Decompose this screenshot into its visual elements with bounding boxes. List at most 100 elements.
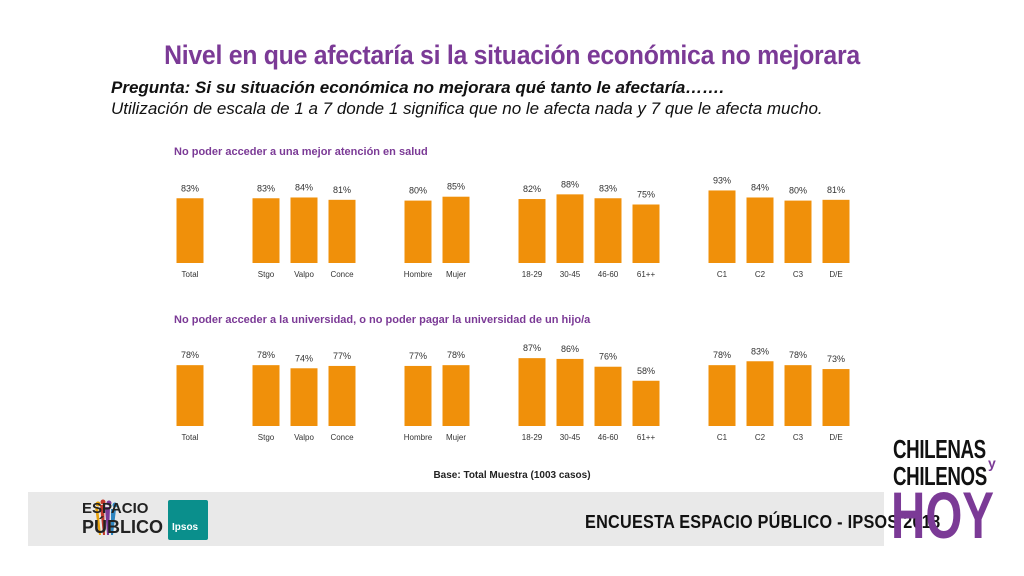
tick-label: 46-60 — [598, 270, 619, 279]
data-label: 78% — [181, 350, 199, 360]
bar-c1 — [708, 365, 736, 426]
tick-label: C1 — [717, 433, 728, 442]
data-label: 84% — [295, 182, 313, 192]
bar-total — [176, 198, 204, 263]
bar-d-e — [822, 369, 850, 426]
bar-30-45 — [556, 194, 584, 263]
data-label: 85% — [447, 182, 465, 192]
data-label: 76% — [599, 352, 617, 362]
tick-label: 30-45 — [560, 433, 581, 442]
tick-label: Conce — [330, 433, 354, 442]
tick-label: Conce — [330, 270, 354, 279]
bar-46-60 — [594, 198, 622, 263]
scale-note: Utilización de escala de 1 a 7 donde 1 s… — [111, 99, 823, 118]
tick-label: Hombre — [404, 270, 433, 279]
data-label: 58% — [637, 366, 655, 376]
data-label: 82% — [523, 184, 541, 194]
tick-label: C1 — [717, 270, 728, 279]
data-label: 77% — [333, 351, 351, 361]
bar-mujer — [442, 196, 470, 263]
survey-name: ENCUESTA ESPACIO PÚBLICO - IPSOS 2018 — [585, 512, 941, 532]
data-label: 86% — [561, 344, 579, 354]
chart-1-title: No poder acceder a una mejor atención en… — [174, 146, 428, 158]
data-label: 93% — [713, 175, 731, 185]
brand-hoy: HOY — [891, 478, 994, 552]
data-label: 81% — [333, 185, 351, 195]
data-label: 87% — [523, 343, 541, 353]
data-label: 84% — [751, 182, 769, 192]
bar-c3 — [784, 200, 812, 263]
tick-label: 61++ — [637, 270, 656, 279]
tick-label: D/E — [829, 270, 842, 279]
tick-label: C3 — [793, 270, 804, 279]
brand-chilenos: CHILENOS — [893, 461, 987, 491]
tick-label: Stgo — [258, 270, 275, 279]
data-label: 78% — [789, 350, 807, 360]
tick-label: 30-45 — [560, 270, 581, 279]
ipsos-logo: Ipsos — [168, 500, 208, 540]
tick-label: Total — [182, 270, 199, 279]
bar-total — [176, 365, 204, 426]
ipsos-logo-text: Ipsos — [172, 522, 199, 533]
bar-valpo — [290, 197, 318, 263]
data-label: 83% — [257, 183, 275, 193]
tick-label: Stgo — [258, 433, 275, 442]
tick-label: 46-60 — [598, 433, 619, 442]
tick-label: Valpo — [294, 270, 314, 279]
tick-label: C3 — [793, 433, 804, 442]
data-label: 83% — [751, 346, 769, 356]
question-text: Pregunta: Si su situación económica no m… — [111, 78, 725, 97]
tick-label: Valpo — [294, 433, 314, 442]
espacio-publico-line2: PÚBLICO — [82, 517, 163, 537]
tick-label: 61++ — [637, 433, 656, 442]
data-label: 80% — [789, 186, 807, 196]
espacio-publico-logo-icon — [95, 499, 118, 535]
base-note: Base: Total Muestra (1003 casos) — [433, 470, 591, 481]
data-label: 88% — [561, 179, 579, 189]
bar-46-60 — [594, 366, 622, 426]
tick-label: 18-29 — [522, 270, 543, 279]
bar-stgo — [252, 365, 280, 426]
tick-label: Total — [182, 433, 199, 442]
bar-stgo — [252, 198, 280, 263]
page-title: Nivel en que afectaría si la situación e… — [164, 40, 860, 70]
bar-30-45 — [556, 358, 584, 426]
data-label: 83% — [599, 183, 617, 193]
bar-hombre — [404, 365, 432, 426]
data-label: 83% — [181, 183, 199, 193]
tick-label: Hombre — [404, 433, 433, 442]
chart-2-title: No poder acceder a la universidad, o no … — [174, 314, 591, 326]
brand-y: y — [988, 455, 996, 471]
tick-label: C2 — [755, 433, 766, 442]
bar-18-29 — [518, 199, 546, 263]
tick-label: Mujer — [446, 433, 466, 442]
bar-mujer — [442, 365, 470, 426]
bar-conce — [328, 365, 356, 426]
tick-label: D/E — [829, 433, 842, 442]
tick-label: Mujer — [446, 270, 466, 279]
bar-c2 — [746, 361, 774, 426]
data-label: 75% — [637, 190, 655, 200]
data-label: 78% — [257, 350, 275, 360]
bar-d-e — [822, 199, 850, 263]
bar-61- — [632, 204, 660, 263]
data-label: 74% — [295, 353, 313, 363]
chart-1-bars: 83% Total 83% Stgo 84% Valpo 81% Conce 80% Hombre… — [176, 175, 850, 279]
bar-18-29 — [518, 358, 546, 426]
tick-label: C2 — [755, 270, 766, 279]
bar-conce — [328, 199, 356, 263]
bar-valpo — [290, 368, 318, 426]
brand-chilenas: CHILENAS — [893, 434, 986, 464]
data-label: 78% — [447, 350, 465, 360]
data-label: 80% — [409, 186, 427, 196]
bar-c3 — [784, 365, 812, 426]
bar-hombre — [404, 200, 432, 263]
espacio-publico-line1: ESPACIO — [82, 500, 149, 517]
chart-2-bars: 78% Total 78% Stgo 74% Valpo 77% Conce 77% Hombre… — [176, 343, 850, 442]
data-label: 78% — [713, 350, 731, 360]
bar-c2 — [746, 197, 774, 263]
bar-c1 — [708, 190, 736, 263]
bar-61- — [632, 380, 660, 426]
data-label: 81% — [827, 185, 845, 195]
data-label: 73% — [827, 354, 845, 364]
